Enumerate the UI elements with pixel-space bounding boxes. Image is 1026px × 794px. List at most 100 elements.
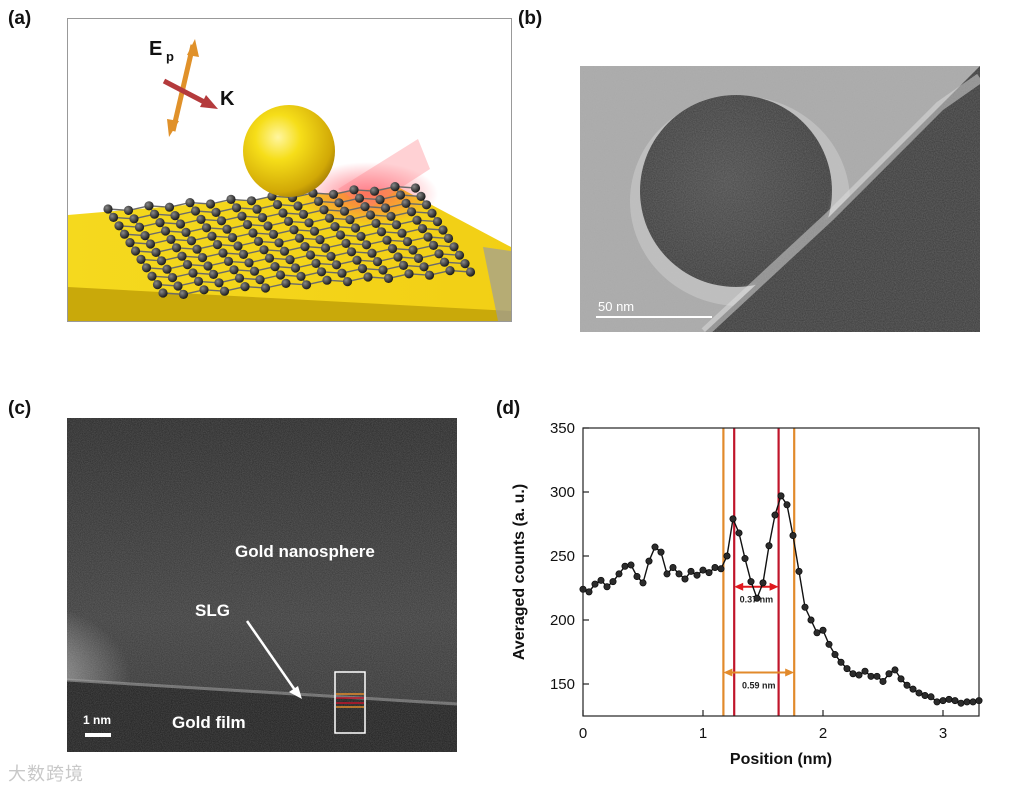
graphene-atom: [386, 211, 396, 221]
graphene-atom: [227, 233, 238, 243]
graphene-atom: [419, 262, 429, 272]
data-point: [597, 576, 605, 584]
graphene-atom: [207, 231, 217, 241]
graphene-atom: [233, 241, 243, 251]
graphene-atom: [401, 198, 411, 208]
graphene-atom: [331, 260, 342, 270]
graphene-atom: [390, 182, 400, 192]
data-point: [789, 532, 797, 540]
graphene-atom: [324, 213, 335, 223]
graphene-atom: [218, 248, 228, 258]
graphene-atom: [397, 228, 407, 238]
graphene-atom: [416, 191, 426, 201]
graphene-atom: [223, 256, 234, 266]
data-point: [861, 667, 869, 675]
graphene-atom: [309, 226, 320, 236]
graphene-atom: [211, 207, 221, 217]
graphene-atom: [439, 257, 450, 267]
panel-a-svg: E p K: [68, 38, 511, 321]
data-point: [921, 692, 929, 700]
graphene-atom: [367, 248, 377, 258]
graphene-atom: [222, 224, 232, 234]
data-point: [603, 583, 611, 591]
data-point: [645, 557, 653, 565]
graphene-atom: [205, 199, 216, 209]
data-point: [879, 677, 887, 685]
graphene-atom: [443, 233, 454, 243]
graphene-atom: [387, 244, 398, 254]
gold-nanosphere: [243, 105, 335, 197]
graphene-atom: [252, 204, 262, 214]
data-point: [717, 565, 725, 573]
graphene-atom: [417, 224, 428, 234]
graphene-atom: [151, 247, 161, 257]
graphene-atom: [465, 267, 476, 277]
graphene-atom: [248, 228, 258, 238]
graphene-atom: [300, 242, 310, 252]
graphene-atom: [246, 196, 257, 206]
graphene-atom: [412, 215, 422, 225]
graphene-atom: [196, 214, 206, 224]
graphene-atom: [346, 247, 357, 257]
graphene-atom: [164, 202, 175, 212]
graphene-atom: [125, 238, 135, 248]
ep-arrow-shaft: [170, 44, 196, 132]
graphene-atom: [304, 218, 314, 228]
data-point: [687, 567, 695, 575]
tem-scalebar-label: 50 nm: [598, 299, 634, 314]
graphene-atom: [290, 263, 301, 273]
data-point: [657, 548, 665, 556]
graphene-atom: [203, 261, 213, 271]
data-point: [969, 698, 977, 706]
data-point: [933, 698, 941, 706]
graphene-atom: [335, 230, 346, 240]
graphene-atom: [339, 206, 350, 216]
graphene-atom: [354, 193, 365, 203]
data-point: [891, 666, 899, 674]
graphene-atom: [156, 256, 167, 266]
graphene-atom: [249, 266, 260, 276]
data-point: [885, 670, 893, 678]
data-point: [945, 695, 953, 703]
graphene-atom: [244, 258, 254, 268]
graphene-atom: [361, 240, 372, 250]
data-point: [867, 672, 875, 680]
graphene-atom: [192, 244, 202, 254]
graphene-atom: [376, 227, 387, 237]
graphene-atom: [201, 223, 212, 233]
k-arrow-shaft: [162, 78, 212, 108]
graphene-atom: [402, 237, 413, 247]
chart-vlines: [722, 428, 796, 716]
graphene-atom: [382, 235, 392, 245]
graphene-atom: [372, 257, 383, 267]
y-axis-label: Averaged counts (a. u.): [511, 484, 528, 660]
data-point: [609, 578, 617, 586]
data-point: [825, 640, 833, 648]
graphene-atom: [363, 272, 373, 282]
data-point: [765, 542, 773, 550]
graphene-atom: [305, 250, 316, 260]
graphene-atom: [357, 264, 368, 274]
graphene-atom: [294, 233, 305, 243]
gold-film-edge: [68, 287, 511, 321]
panel-a-illustration: E p K: [67, 18, 512, 322]
graphene-atom: [175, 219, 186, 229]
data-point: [627, 561, 635, 569]
data-point: [759, 579, 767, 587]
graphene-atom: [454, 250, 465, 260]
data-point: [777, 492, 785, 500]
data-point: [729, 515, 737, 523]
graphene-atom: [240, 282, 250, 292]
x-tick-label: 0: [579, 725, 587, 742]
graphene-atom: [238, 249, 249, 259]
data-point: [903, 681, 911, 689]
emission-beam: [338, 139, 430, 209]
graphene-atom: [427, 208, 437, 218]
data-point: [669, 564, 677, 572]
graphene-atom: [432, 217, 443, 227]
graphene-lattice: [103, 182, 476, 299]
graphene-atom: [140, 231, 150, 241]
graphene-atom: [342, 277, 353, 287]
ep-arrow-head-bottom: [167, 119, 179, 137]
